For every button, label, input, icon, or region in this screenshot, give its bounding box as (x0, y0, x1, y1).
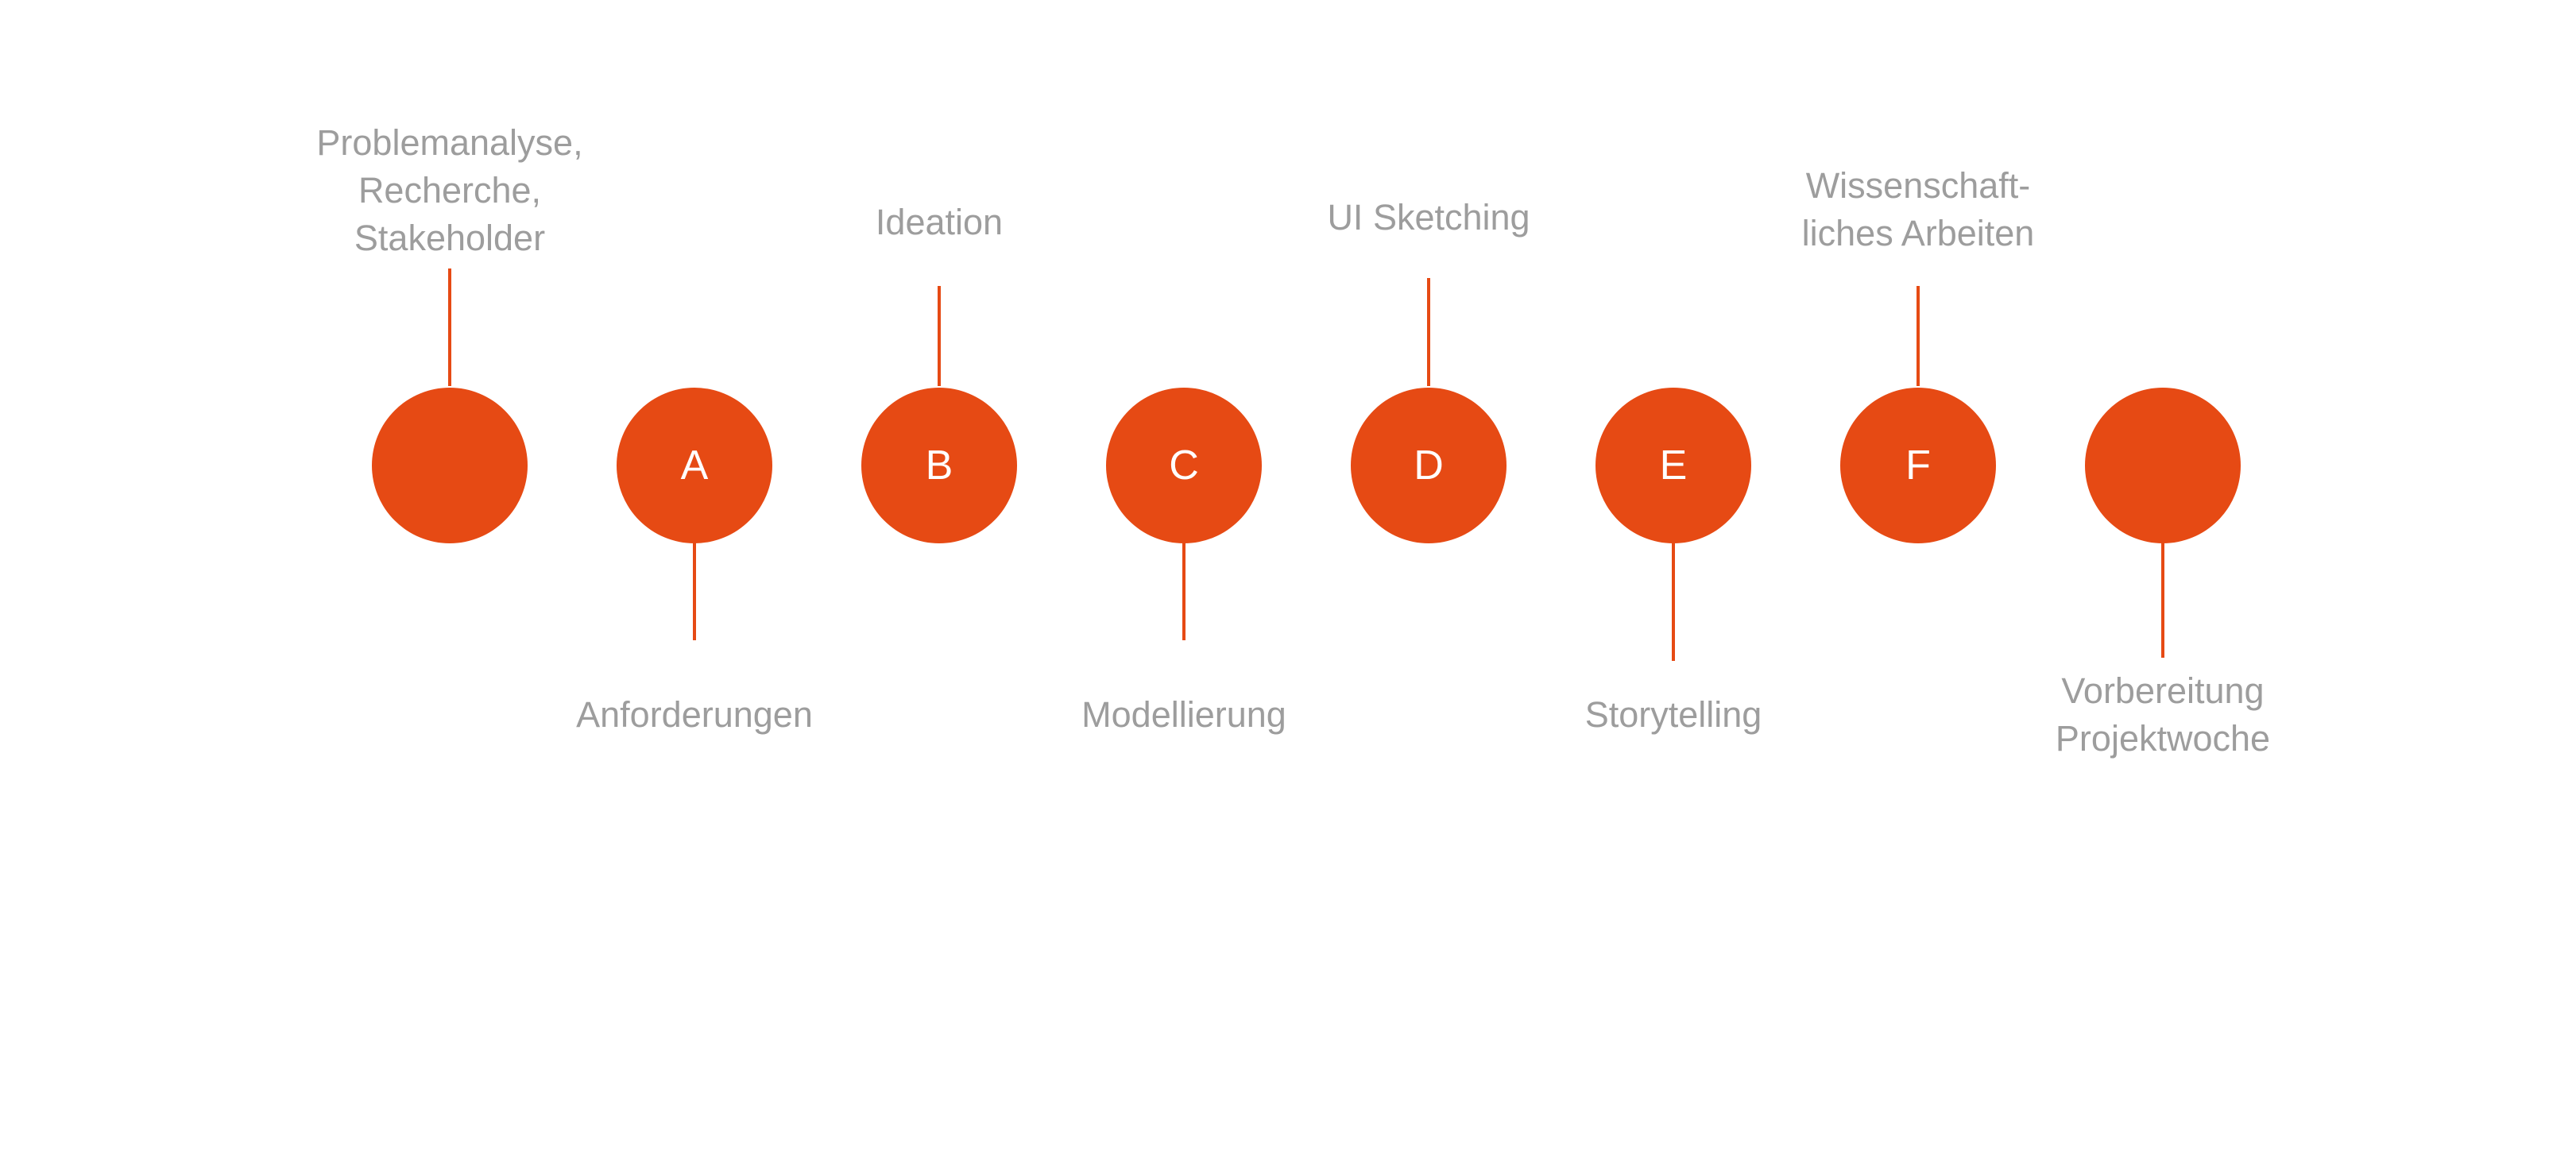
phase-label-line: Wissenschaft- (1805, 165, 2031, 206)
phase-label-line: Storytelling (1584, 694, 1762, 735)
phase-node (372, 388, 528, 543)
phase-label: Anforderungen (488, 691, 901, 739)
phase-node-d: D (1351, 388, 1507, 543)
connector-line (1427, 278, 1430, 386)
phase-node-letter: D (1414, 442, 1444, 489)
connector-line (1672, 542, 1675, 661)
phase-node-e: E (1595, 388, 1751, 543)
connector-line (938, 286, 941, 386)
phase-label-line: Anforderungen (576, 694, 813, 735)
phase-label: Storytelling (1467, 691, 1880, 739)
phase-node (2085, 388, 2241, 543)
phase-node-f: F (1840, 388, 1996, 543)
phase-label-line: Modellierung (1081, 694, 1286, 735)
connector-line (693, 542, 696, 640)
phase-label: Wissenschaft- liches Arbeiten (1712, 162, 2125, 257)
phase-node-c: C (1106, 388, 1262, 543)
connector-line (448, 268, 451, 386)
phase-label-line: UI Sketching (1327, 197, 1530, 238)
phase-label: Vorbereitung Projektwoche (1956, 667, 2369, 763)
phase-label-line: Vorbereitung (2061, 670, 2265, 711)
phase-node-a: A (617, 388, 772, 543)
phase-label-line: Stakeholder (354, 218, 546, 258)
phase-node-letter: A (680, 442, 709, 489)
phase-node-letter: F (1905, 442, 1931, 489)
phase-label-line: liches Arbeiten (1801, 213, 2035, 253)
connector-line (1917, 286, 1920, 386)
phase-node-letter: B (925, 442, 953, 489)
phase-label: Modellierung (977, 691, 1390, 739)
connector-line (1182, 542, 1186, 640)
phase-label-line: Recherche, (358, 170, 542, 211)
phase-label: UI Sketching (1222, 194, 1635, 241)
phase-node-letter: C (1169, 442, 1199, 489)
phase-label-line: Ideation (875, 202, 1004, 242)
phase-label-line: Projektwoche (2055, 718, 2271, 759)
phase-label-line: Problemanalyse, (316, 122, 583, 163)
connector-line (2161, 542, 2164, 658)
phase-node-b: B (861, 388, 1017, 543)
phase-label: Problemanalyse, Recherche, Stakeholder (243, 119, 656, 262)
phase-node-letter: E (1659, 442, 1688, 489)
phase-label: Ideation (733, 199, 1146, 246)
